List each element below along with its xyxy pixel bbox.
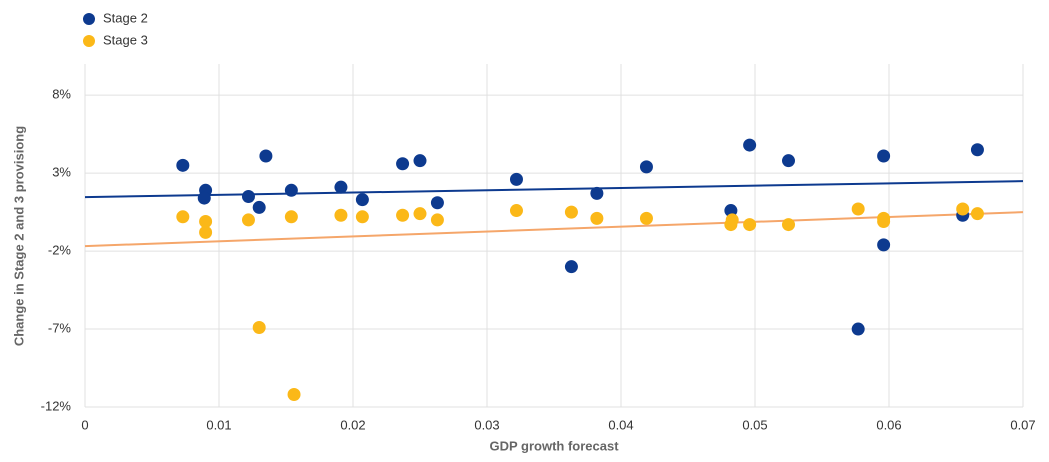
y-tick-label: -12% <box>41 398 72 413</box>
point <box>877 214 891 228</box>
x-axis-title: GDP growth forecast <box>489 438 619 453</box>
y-tick-label: -2% <box>48 243 72 258</box>
point <box>176 210 190 224</box>
point <box>956 202 970 216</box>
legend-swatch <box>83 13 95 25</box>
point <box>396 208 410 222</box>
point <box>782 154 795 168</box>
point <box>287 388 301 402</box>
point <box>252 200 266 214</box>
point <box>851 322 865 336</box>
point <box>413 207 427 221</box>
point <box>877 238 891 252</box>
y-tick-label: 8% <box>52 87 71 102</box>
x-tick-label: 0.07 <box>1010 417 1035 432</box>
point <box>355 193 369 207</box>
point <box>241 213 255 227</box>
point <box>334 208 348 222</box>
x-tick-label: 0.01 <box>206 417 231 432</box>
legend-swatch <box>83 35 95 47</box>
point <box>413 154 427 168</box>
y-axis-title: Change in Stage 2 and 3 provisiong <box>11 126 26 346</box>
point <box>284 183 298 197</box>
point <box>509 172 523 186</box>
legend-label: Stage 2 <box>103 10 148 25</box>
trend-line <box>84 180 1024 199</box>
point <box>199 225 213 239</box>
point <box>241 190 255 204</box>
point <box>197 191 211 205</box>
y-tick-label: -7% <box>48 320 72 335</box>
point <box>743 138 757 152</box>
point <box>970 143 984 157</box>
x-tick-label: 0.03 <box>474 417 499 432</box>
x-tick-label: 0 <box>81 417 88 432</box>
point <box>725 213 739 227</box>
point <box>877 149 891 163</box>
point <box>176 158 190 172</box>
point <box>743 218 757 232</box>
point <box>396 157 410 171</box>
x-tick-label: 0.06 <box>876 417 901 432</box>
point <box>259 149 273 163</box>
legend-label: Stage 3 <box>103 32 148 47</box>
point <box>851 202 865 216</box>
point <box>430 196 444 210</box>
point <box>564 260 578 274</box>
point <box>355 210 369 224</box>
point <box>252 320 266 334</box>
point <box>430 213 444 227</box>
point <box>590 211 604 225</box>
point <box>590 186 604 200</box>
x-tick-label: 0.05 <box>742 417 767 432</box>
point <box>199 214 213 228</box>
x-tick-label: 0.04 <box>608 417 633 432</box>
point <box>639 211 653 225</box>
point <box>334 180 348 194</box>
point <box>639 160 653 174</box>
point <box>564 205 578 219</box>
trend-line <box>84 211 1024 248</box>
point <box>509 204 523 218</box>
point <box>782 218 795 232</box>
point <box>970 207 984 221</box>
point <box>284 210 298 224</box>
y-tick-label: 3% <box>52 165 71 180</box>
x-tick-label: 0.02 <box>340 417 365 432</box>
